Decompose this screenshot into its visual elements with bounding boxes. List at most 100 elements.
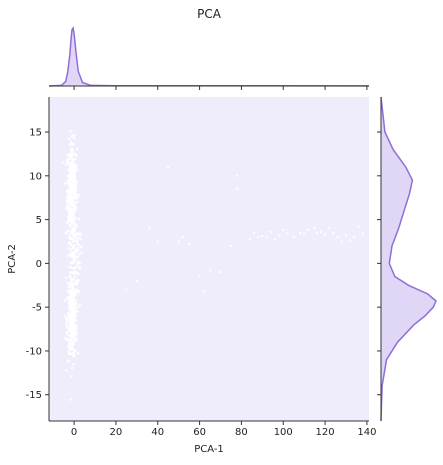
data-point [68, 233, 71, 236]
data-point [252, 231, 256, 234]
data-point [65, 330, 68, 334]
data-point [148, 227, 151, 230]
data-point [353, 235, 356, 239]
data-point [72, 267, 75, 270]
data-point [63, 314, 66, 318]
data-point [70, 228, 74, 232]
data-point [303, 232, 306, 235]
data-point [76, 352, 80, 355]
data-point [65, 326, 69, 329]
data-point [68, 271, 72, 275]
data-point [73, 137, 76, 140]
data-point [74, 337, 78, 341]
data-point [71, 187, 75, 191]
data-point [63, 182, 66, 185]
data-point [71, 164, 74, 167]
y-axis-label: PCA-2 [7, 244, 18, 274]
data-point [66, 160, 69, 164]
data-point [70, 279, 73, 283]
data-point [74, 223, 77, 227]
data-point [70, 375, 73, 378]
data-point [78, 303, 82, 306]
data-point [67, 242, 71, 246]
data-point [71, 246, 75, 249]
data-point [77, 217, 81, 221]
y-tick-label: -10 [26, 346, 42, 357]
data-point [69, 265, 73, 269]
data-point [236, 187, 239, 191]
data-point [156, 240, 159, 243]
y-tick-label: 5 [36, 215, 42, 226]
data-point [65, 163, 68, 166]
data-point [69, 148, 73, 151]
data-point [177, 240, 180, 243]
data-point [74, 275, 77, 279]
data-point [66, 254, 70, 258]
data-point [73, 200, 76, 204]
data-point [71, 343, 75, 347]
data-point [72, 363, 75, 366]
data-point [73, 168, 76, 172]
data-point [313, 227, 316, 230]
data-point [77, 289, 81, 293]
y-tick-label: 0 [36, 259, 42, 270]
data-point [69, 213, 73, 217]
data-point [68, 177, 71, 181]
data-point [66, 337, 69, 341]
data-point [73, 349, 77, 353]
data-point [66, 154, 70, 157]
data-point [70, 336, 74, 339]
data-point [69, 171, 73, 175]
y-tick-label: 10 [29, 171, 42, 182]
data-point [292, 235, 295, 239]
data-point [69, 211, 73, 215]
data-point [67, 247, 70, 250]
data-point [68, 327, 72, 331]
data-point [69, 207, 73, 211]
y-tick-label: 15 [29, 128, 42, 139]
data-point [76, 331, 79, 334]
data-point [68, 325, 71, 329]
data-point [63, 299, 67, 302]
data-point [187, 242, 191, 246]
data-point [68, 189, 72, 193]
data-point [75, 242, 79, 245]
data-point [68, 253, 72, 256]
data-point [70, 192, 74, 195]
data-point [69, 154, 73, 157]
x-tick-label: 80 [235, 427, 248, 438]
data-point [307, 228, 310, 232]
data-point [78, 252, 81, 256]
data-point [80, 245, 83, 249]
data-point [77, 233, 81, 236]
data-point [282, 228, 285, 232]
data-point [73, 271, 76, 275]
data-point [76, 310, 80, 313]
data-point [340, 240, 343, 243]
data-point [73, 291, 77, 295]
data-point [75, 195, 78, 198]
right-density-fill [381, 97, 436, 421]
data-point [208, 269, 212, 272]
data-point [336, 235, 339, 239]
data-point [70, 308, 73, 311]
data-point [65, 276, 68, 280]
data-point [69, 276, 73, 279]
data-point [236, 174, 239, 177]
data-point [75, 182, 78, 185]
data-point [74, 298, 78, 302]
data-point [71, 237, 74, 240]
marginal-x-density [48, 25, 370, 87]
data-point [77, 243, 81, 247]
data-point [69, 200, 72, 203]
data-point [73, 227, 76, 230]
data-point [71, 321, 74, 324]
data-point [332, 231, 335, 234]
data-point [73, 194, 76, 197]
data-point [64, 231, 68, 235]
data-point [69, 303, 73, 307]
data-point [71, 314, 74, 318]
data-point [73, 309, 76, 313]
data-point [70, 348, 73, 351]
data-point [79, 233, 83, 237]
